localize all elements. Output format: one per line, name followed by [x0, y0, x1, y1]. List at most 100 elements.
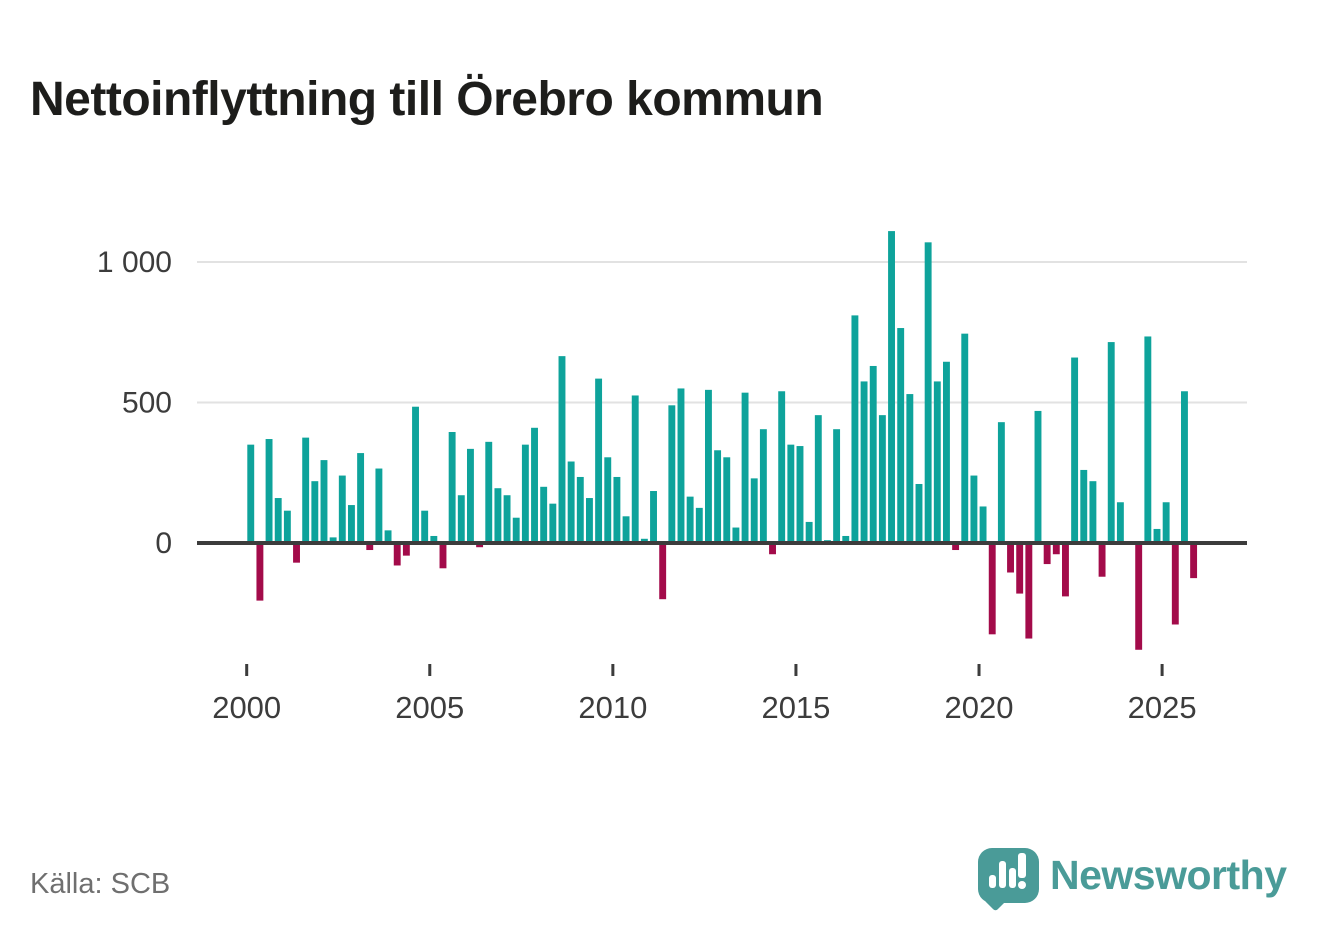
bar: [943, 361, 950, 543]
bar: [430, 535, 438, 543]
x-axis-tick-mark: [428, 664, 432, 676]
gridline: [197, 261, 1247, 263]
bar: [1080, 469, 1088, 543]
bar: [293, 543, 300, 563]
bar: [1034, 410, 1042, 543]
x-axis-tick-label: 2025: [1128, 690, 1197, 725]
x-axis-tick-mark: [245, 664, 249, 676]
bar: [494, 488, 502, 543]
bar: [265, 439, 273, 543]
bar: [439, 543, 447, 569]
bar: [320, 460, 328, 543]
bar: [906, 394, 914, 543]
bar: [1016, 543, 1024, 594]
bar: [1153, 528, 1161, 543]
bar: [558, 356, 566, 543]
bar: [1190, 543, 1198, 579]
bar: [732, 527, 740, 543]
bar: [695, 507, 703, 543]
bar: [686, 496, 694, 543]
bar: [814, 415, 822, 543]
bar: [274, 498, 282, 543]
chart-title: Nettoinflyttning till Örebro kommun: [30, 73, 824, 127]
x-axis-tick-label: 2005: [395, 690, 464, 725]
x-axis-tick-label: 2010: [578, 690, 647, 725]
bar: [357, 453, 365, 543]
bar: [393, 543, 401, 566]
bar: [302, 437, 310, 543]
bar: [1025, 543, 1033, 639]
bar: [1043, 543, 1051, 565]
x-axis-line: [197, 541, 1247, 545]
bar: [247, 444, 255, 543]
bar: [1052, 543, 1060, 555]
bar: [1098, 543, 1106, 577]
logo-minibar-3: [1009, 868, 1016, 888]
bar: [366, 543, 374, 551]
bar: [860, 381, 868, 543]
bar: [933, 381, 941, 543]
bar: [549, 503, 557, 543]
bar: [604, 457, 612, 543]
bar: [338, 475, 346, 543]
gridline: [197, 401, 1247, 404]
bar: [540, 486, 548, 543]
logo-exclamation-dot: [1018, 881, 1026, 889]
bar: [1171, 543, 1179, 625]
bar: [650, 491, 657, 543]
bar: [512, 517, 520, 543]
bar: [915, 483, 923, 543]
logo-exclamation-line: [1018, 853, 1026, 878]
bar: [869, 365, 877, 543]
bar: [1107, 342, 1115, 543]
bar: [759, 429, 767, 543]
bar: [988, 543, 996, 635]
bar: [1089, 481, 1097, 543]
bar: [613, 476, 621, 543]
bar: [750, 478, 758, 543]
x-axis-tick-label: 2015: [761, 690, 830, 725]
bar: [576, 476, 584, 543]
bar: [961, 333, 969, 543]
y-axis-tick-label: 500: [122, 387, 172, 420]
x-axis-tick-mark: [1160, 664, 1164, 676]
bar: [329, 537, 337, 543]
bar: [723, 457, 731, 543]
bar: [567, 461, 575, 543]
bar: [457, 495, 465, 543]
bar: [531, 427, 538, 543]
bar: [1144, 336, 1152, 543]
bar: [466, 448, 474, 543]
bar: [448, 432, 456, 543]
bar: [888, 231, 895, 543]
y-axis-tick-label: 1 000: [97, 246, 172, 279]
x-axis-tick-label: 2000: [212, 690, 281, 725]
bar: [1062, 543, 1069, 597]
x-axis-tick-mark: [611, 664, 615, 676]
bar: [833, 429, 841, 543]
bar: [851, 315, 859, 543]
source-label: Källa: SCB: [30, 868, 171, 900]
bar: [970, 475, 978, 543]
bar: [952, 543, 960, 551]
bar: [521, 444, 529, 543]
y-axis-tick-label: 0: [155, 527, 172, 560]
logo-minibar-1: [989, 875, 996, 888]
x-axis-tick-label: 2020: [945, 690, 1014, 725]
bar: [924, 242, 932, 543]
bar: [668, 405, 676, 543]
bar: [412, 406, 419, 543]
bar: [714, 450, 722, 543]
bar: [384, 530, 392, 543]
bar: [805, 521, 813, 543]
bar: [778, 391, 786, 543]
bar: [979, 506, 987, 543]
bar: [1162, 502, 1170, 543]
bar: [631, 395, 639, 543]
bar: [1181, 391, 1188, 543]
bar: [1007, 543, 1014, 573]
bar: [347, 505, 355, 543]
newsworthy-logo-text: Newsworthy: [1050, 852, 1287, 898]
